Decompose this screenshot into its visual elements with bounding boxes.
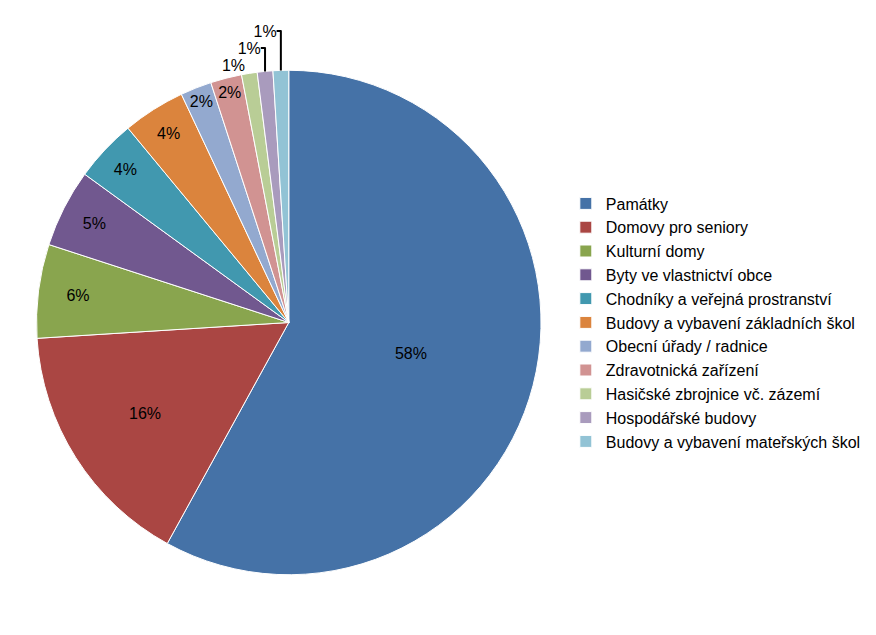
svg-text:Domovy pro seniory: Domovy pro seniory: [606, 219, 748, 236]
svg-text:2%: 2%: [218, 84, 241, 101]
svg-text:Chodníky a veřejná prostranstv: Chodníky a veřejná prostranství: [606, 291, 832, 308]
svg-text:Kulturní domy: Kulturní domy: [606, 243, 705, 260]
svg-text:2%: 2%: [190, 93, 213, 110]
svg-text:Byty ve vlastnictví obce: Byty ve vlastnictví obce: [606, 267, 772, 284]
svg-text:Hospodářské budovy: Hospodářské budovy: [606, 410, 756, 427]
svg-text:5%: 5%: [83, 215, 106, 232]
svg-text:6%: 6%: [66, 287, 89, 304]
svg-text:Hasičské zbrojnice vč. zázemí: Hasičské zbrojnice vč. zázemí: [606, 386, 821, 403]
svg-text:Zdravotnická zařízení: Zdravotnická zařízení: [606, 362, 760, 379]
svg-text:Obecní úřady / radnice: Obecní úřady / radnice: [606, 338, 768, 355]
svg-text:1%: 1%: [253, 23, 276, 40]
svg-text:Budovy a vybavení základních š: Budovy a vybavení základních škol: [606, 315, 855, 332]
svg-text:4%: 4%: [157, 125, 180, 142]
svg-text:1%: 1%: [238, 40, 261, 57]
svg-text:Památky: Památky: [606, 196, 668, 213]
svg-text:58%: 58%: [395, 345, 427, 362]
svg-text:Budovy a vybavení mateřských š: Budovy a vybavení mateřských škol: [606, 434, 860, 451]
svg-text:4%: 4%: [114, 161, 137, 178]
svg-text:1%: 1%: [222, 57, 245, 74]
svg-text:16%: 16%: [129, 405, 161, 422]
